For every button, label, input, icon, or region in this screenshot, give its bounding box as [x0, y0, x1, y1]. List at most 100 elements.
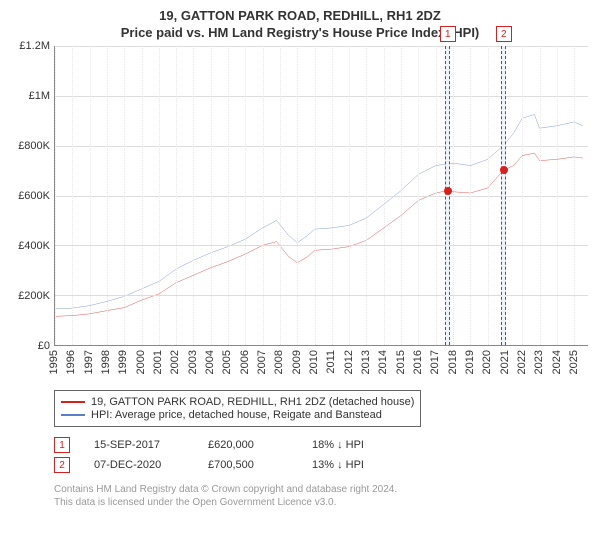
sale-diff: 18% ↓ HPI — [312, 439, 402, 451]
x-tick-label: 2010 — [308, 350, 320, 374]
x-tick-label: 2012 — [343, 350, 355, 374]
footer-line: This data is licensed under the Open Gov… — [54, 496, 588, 509]
x-axis: 1995199619971998199920002001200220032004… — [54, 346, 588, 386]
gridline-h — [55, 196, 588, 197]
legend-swatch — [61, 414, 85, 416]
legend-item: 19, GATTON PARK ROAD, REDHILL, RH1 2DZ (… — [61, 396, 414, 408]
legend-label: 19, GATTON PARK ROAD, REDHILL, RH1 2DZ (… — [91, 396, 414, 408]
x-tick-label: 2000 — [135, 350, 147, 374]
x-tick-label: 2004 — [204, 350, 216, 374]
gridline-v — [574, 46, 575, 345]
x-tick-label: 2006 — [239, 350, 251, 374]
x-tick-label: 2019 — [464, 350, 476, 374]
gridline-v — [453, 46, 454, 345]
legend: 19, GATTON PARK ROAD, REDHILL, RH1 2DZ (… — [54, 390, 421, 427]
sale-date: 07-DEC-2020 — [94, 459, 184, 471]
gridline-h — [55, 245, 588, 246]
x-tick-label: 1999 — [117, 350, 129, 374]
y-tick-label: £200K — [18, 290, 50, 302]
sale-row-marker: 2 — [54, 457, 70, 473]
gridline-h — [55, 146, 588, 147]
x-tick-label: 1996 — [65, 350, 77, 374]
x-tick-label: 2025 — [568, 350, 580, 374]
gridline-v — [245, 46, 246, 345]
gridline-v — [297, 46, 298, 345]
gridline-v — [72, 46, 73, 345]
gridline-v — [436, 46, 437, 345]
sale-marker-dot — [500, 166, 508, 174]
gridline-v — [540, 46, 541, 345]
gridline-v — [280, 46, 281, 345]
gridline-v — [211, 46, 212, 345]
gridline-h — [55, 46, 588, 47]
chart-area: £0£200K£400K£600K£800K£1M£1.2M 12 199519… — [12, 46, 588, 386]
plot-area: 12 — [54, 46, 588, 346]
x-tick-label: 2007 — [256, 350, 268, 374]
gridline-v — [263, 46, 264, 345]
x-tick-label: 2008 — [273, 350, 285, 374]
shaded-band — [445, 46, 450, 345]
gridline-v — [401, 46, 402, 345]
legend-label: HPI: Average price, detached house, Reig… — [91, 409, 382, 421]
gridline-v — [349, 46, 350, 345]
gridline-v — [470, 46, 471, 345]
gridline-v — [90, 46, 91, 345]
sale-row: 2 07-DEC-2020 £700,500 13% ↓ HPI — [54, 457, 588, 473]
sales-table: 115-SEP-2017£620,00018% ↓ HPI207-DEC-202… — [54, 433, 588, 477]
footer-attribution: Contains HM Land Registry data © Crown c… — [54, 483, 588, 509]
footer-line: Contains HM Land Registry data © Crown c… — [54, 483, 588, 496]
x-tick-label: 2014 — [377, 350, 389, 374]
gridline-h — [55, 96, 588, 97]
gridline-v — [366, 46, 367, 345]
y-tick-label: £1M — [29, 90, 50, 102]
x-tick-label: 1998 — [100, 350, 112, 374]
gridline-v — [176, 46, 177, 345]
sale-date: 15-SEP-2017 — [94, 439, 184, 451]
shaded-band — [501, 46, 506, 345]
gridline-v — [142, 46, 143, 345]
gridline-v — [557, 46, 558, 345]
x-tick-label: 2022 — [516, 350, 528, 374]
gridline-v — [193, 46, 194, 345]
y-tick-label: £800K — [18, 140, 50, 152]
gridline-v — [55, 46, 56, 345]
gridline-v — [488, 46, 489, 345]
x-tick-label: 1995 — [48, 350, 60, 374]
gridline-v — [418, 46, 419, 345]
gridline-v — [384, 46, 385, 345]
x-tick-label: 2023 — [533, 350, 545, 374]
y-tick-label: £1.2M — [19, 40, 50, 52]
sale-marker-dot — [444, 187, 452, 195]
gridline-v — [107, 46, 108, 345]
gridline-v — [159, 46, 160, 345]
gridline-v — [315, 46, 316, 345]
x-tick-label: 2009 — [291, 350, 303, 374]
y-axis: £0£200K£400K£600K£800K£1M£1.2M — [12, 46, 54, 386]
x-tick-label: 2017 — [429, 350, 441, 374]
page-title: 19, GATTON PARK ROAD, REDHILL, RH1 2DZ — [12, 8, 588, 23]
x-tick-label: 2021 — [499, 350, 511, 374]
x-tick-label: 2011 — [325, 350, 337, 374]
x-tick-label: 2024 — [551, 350, 563, 374]
gridline-v — [228, 46, 229, 345]
x-tick-label: 2001 — [152, 350, 164, 374]
gridline-v — [124, 46, 125, 345]
legend-swatch — [61, 401, 85, 403]
legend-item: HPI: Average price, detached house, Reig… — [61, 409, 414, 421]
sale-diff: 13% ↓ HPI — [312, 459, 402, 471]
x-tick-label: 2002 — [169, 350, 181, 374]
y-tick-label: £600K — [18, 190, 50, 202]
x-tick-label: 2020 — [481, 350, 493, 374]
x-tick-label: 2015 — [395, 350, 407, 374]
gridline-v — [332, 46, 333, 345]
x-tick-label: 1997 — [83, 350, 95, 374]
sale-row-marker: 1 — [54, 437, 70, 453]
x-tick-label: 2013 — [360, 350, 372, 374]
sale-marker-label: 2 — [496, 26, 512, 42]
sale-price: £700,500 — [208, 459, 288, 471]
gridline-h — [55, 295, 588, 296]
y-tick-label: £400K — [18, 240, 50, 252]
x-tick-label: 2005 — [221, 350, 233, 374]
x-tick-label: 2016 — [412, 350, 424, 374]
sale-row: 115-SEP-2017£620,00018% ↓ HPI — [54, 437, 588, 453]
